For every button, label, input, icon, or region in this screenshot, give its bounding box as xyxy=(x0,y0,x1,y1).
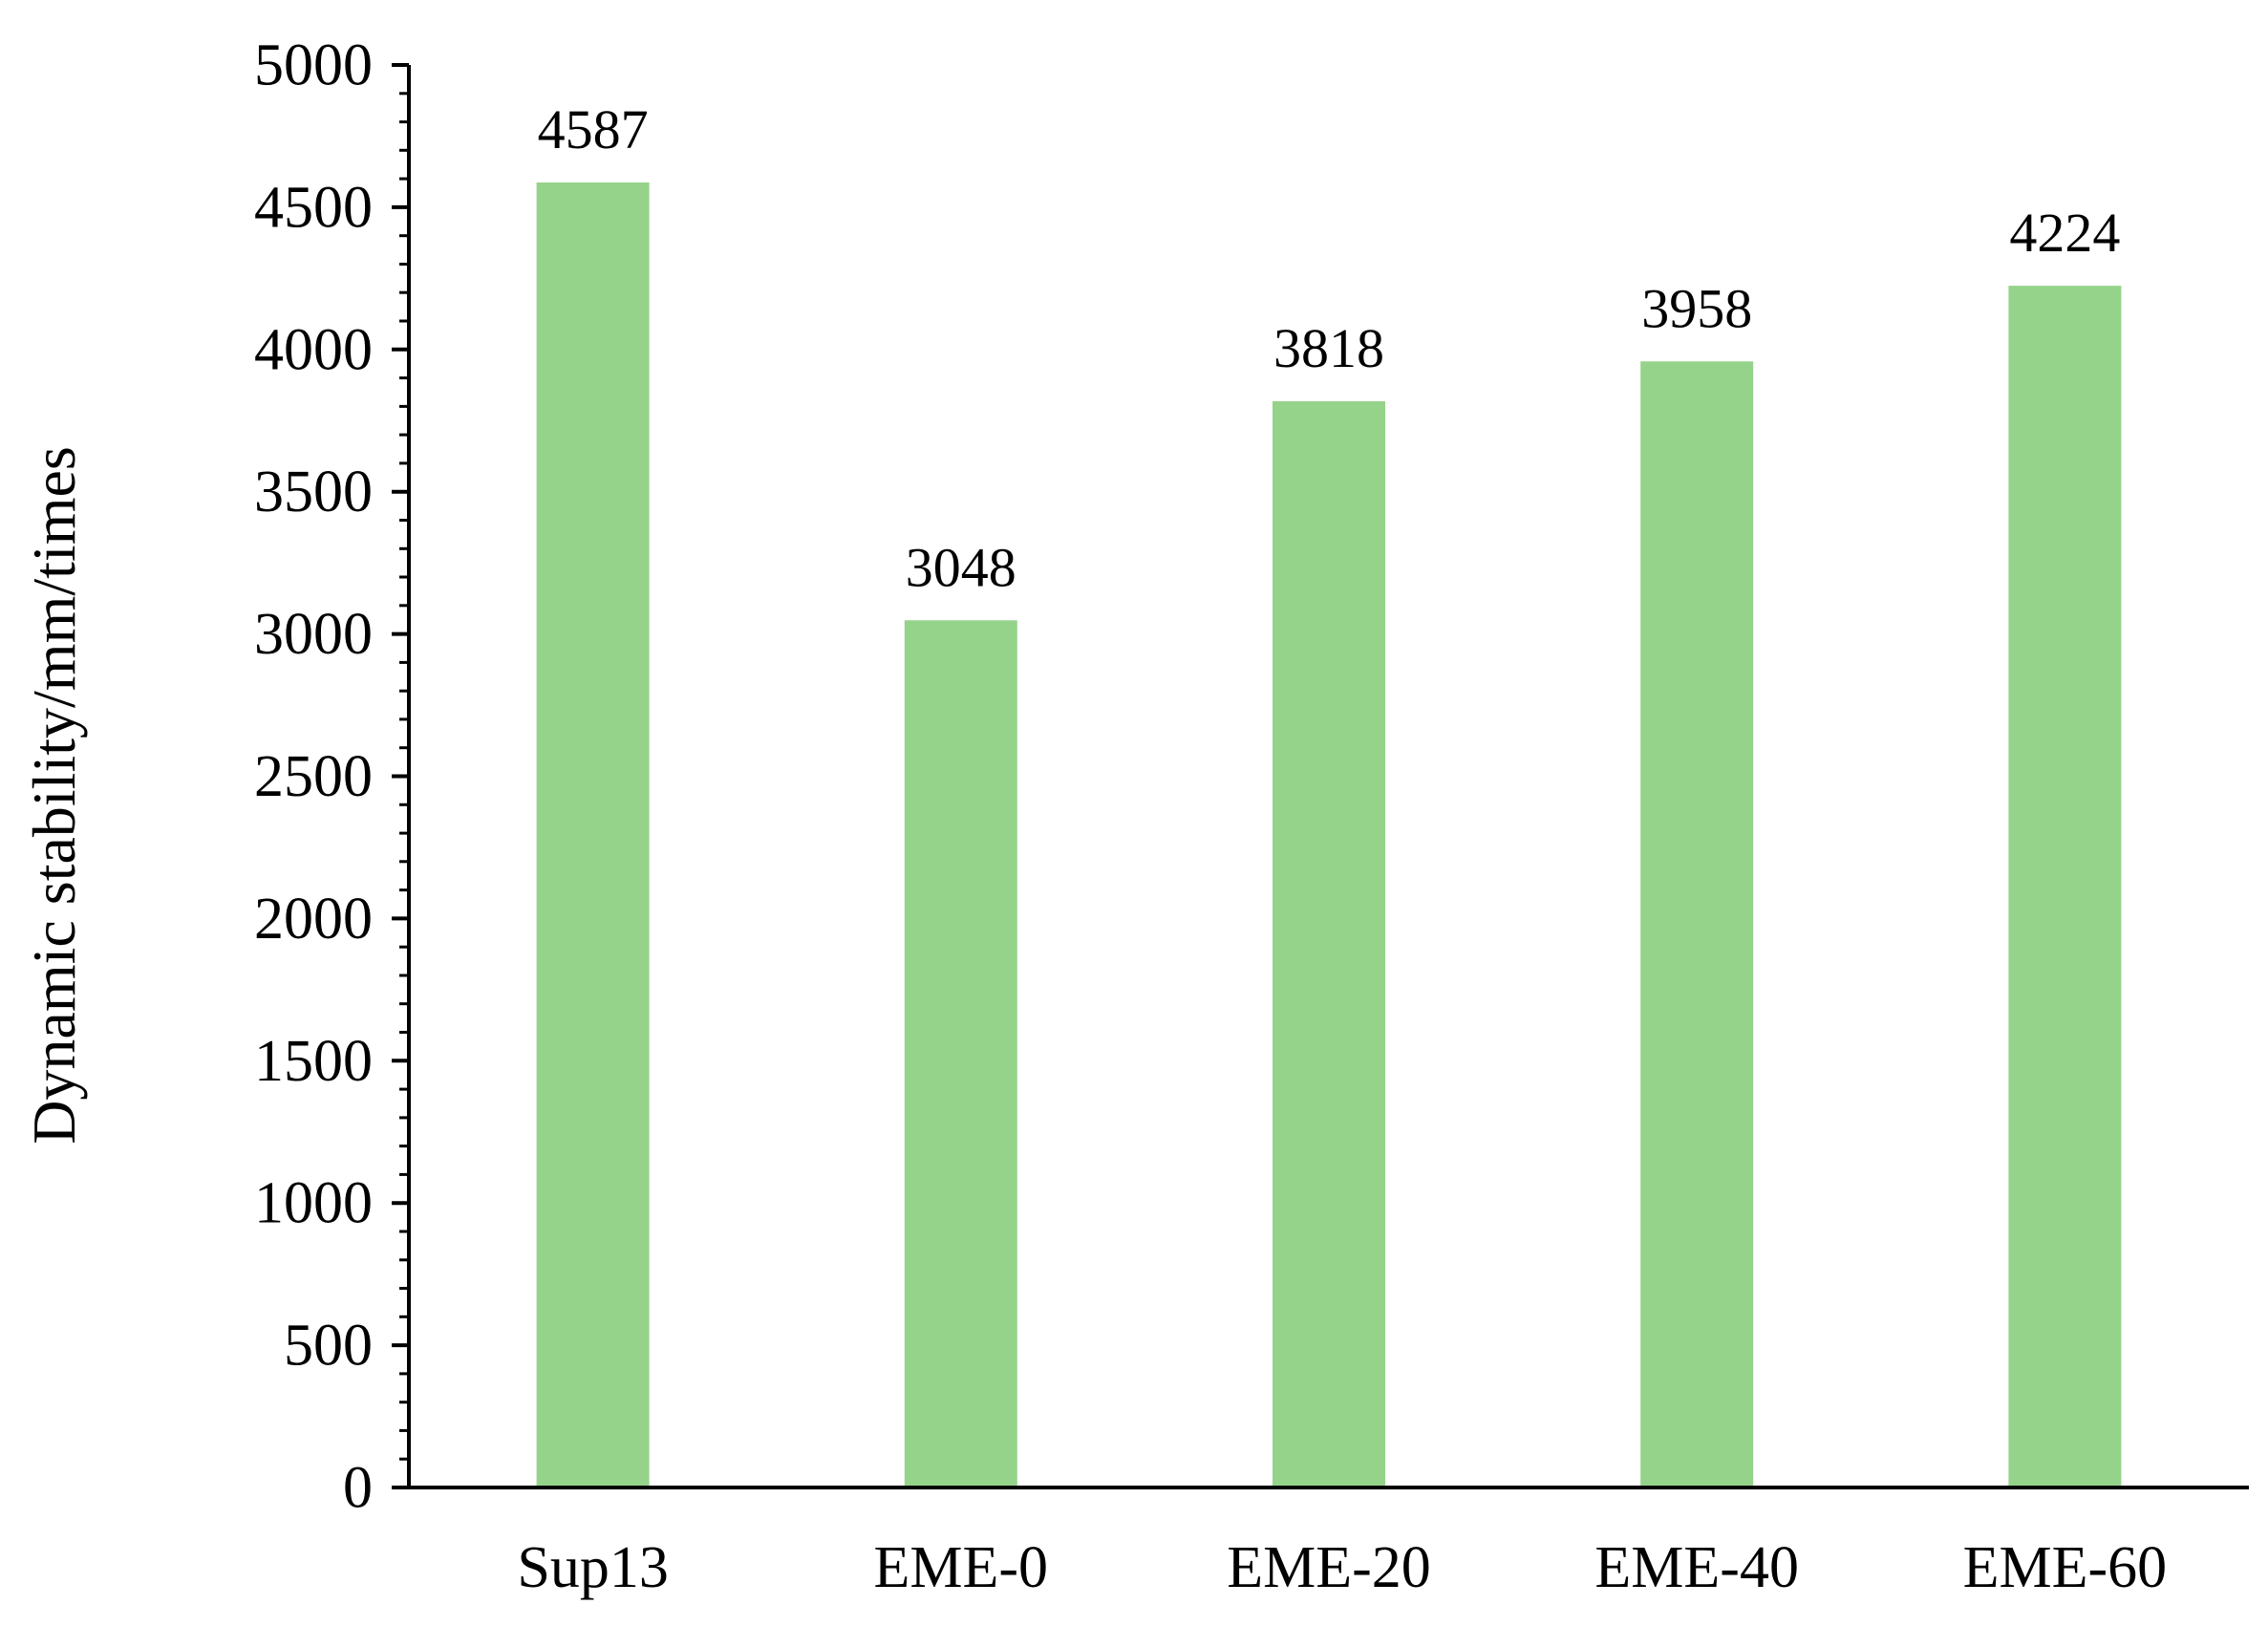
data-label: 4587 xyxy=(538,98,649,161)
bar-eme-0 xyxy=(904,620,1017,1487)
x-tick-label: EME-0 xyxy=(874,1535,1049,1600)
bar-eme-20 xyxy=(1273,401,1385,1487)
x-tick-label: EME-40 xyxy=(1594,1535,1799,1600)
data-label: 3048 xyxy=(906,536,1016,598)
y-tick-label: 0 xyxy=(343,1456,373,1521)
y-tick-label: 2000 xyxy=(254,887,373,952)
y-axis-title: Dynamic stability/mm/times xyxy=(20,446,88,1145)
bar-sup13 xyxy=(536,182,650,1487)
x-tick-label: Sup13 xyxy=(517,1535,668,1600)
x-tick-label: EME-60 xyxy=(1963,1535,2168,1600)
x-tick-label: EME-20 xyxy=(1227,1535,1431,1600)
data-label: 3818 xyxy=(1273,317,1384,379)
data-label: 3958 xyxy=(1641,277,1752,339)
bar-eme-40 xyxy=(1640,361,1754,1487)
data-label: 4224 xyxy=(2009,202,2120,264)
y-tick-label: 3000 xyxy=(254,602,373,667)
y-tick-label: 5000 xyxy=(254,33,373,98)
bar-eme-60 xyxy=(2008,286,2122,1488)
y-tick-label: 1500 xyxy=(254,1029,373,1094)
y-tick-label: 1000 xyxy=(254,1171,373,1236)
y-tick-label: 3500 xyxy=(254,460,373,524)
y-tick-label: 4500 xyxy=(254,175,373,240)
y-tick-label: 4000 xyxy=(254,317,373,382)
y-tick-label: 2500 xyxy=(254,744,373,809)
y-tick-label: 500 xyxy=(284,1314,373,1379)
